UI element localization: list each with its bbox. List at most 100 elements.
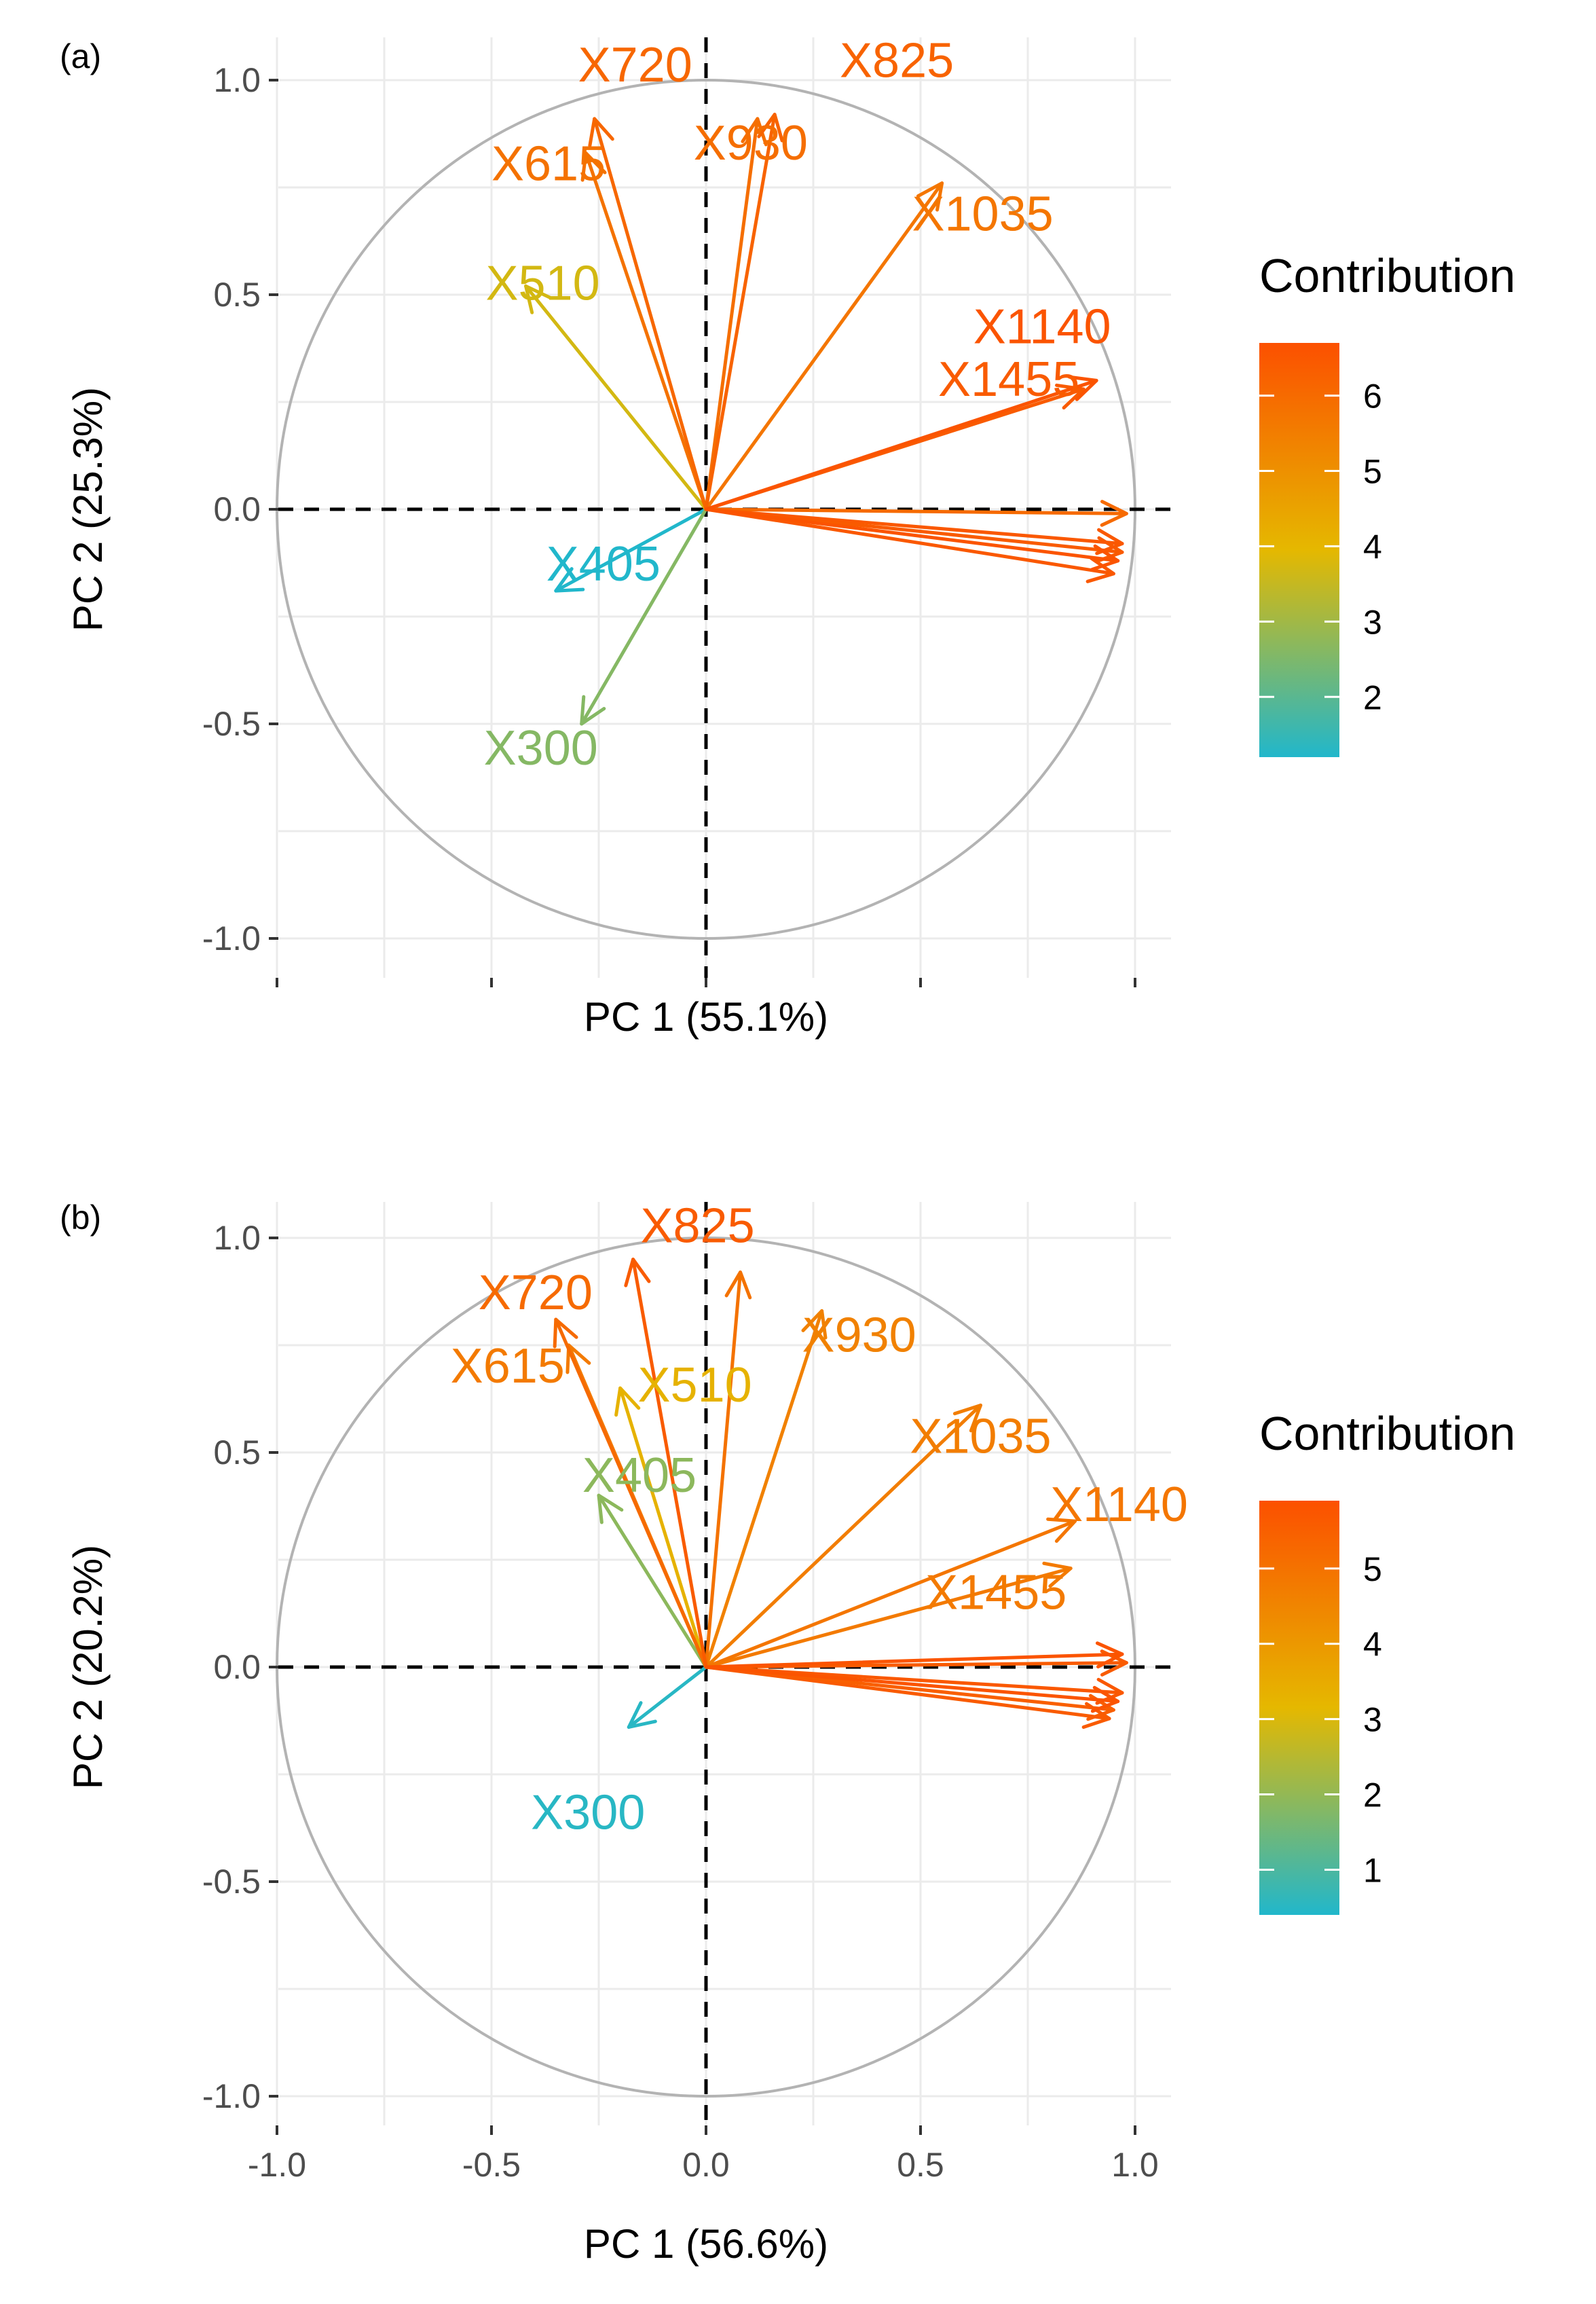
legend-tick-label: 4 (1363, 1626, 1382, 1664)
y-tick-label: 0.5 (213, 276, 261, 314)
arrow-shaft (584, 151, 708, 511)
arrow-X720 (588, 117, 708, 511)
arrow-shaft (704, 181, 944, 511)
legend-tick-label: 5 (1363, 1550, 1382, 1588)
variable-arrows (524, 113, 1128, 726)
legend-tick-label: 3 (1363, 603, 1382, 641)
y-tick-label: 0.0 (213, 1648, 261, 1686)
y-tick-label: -1.0 (202, 2077, 261, 2115)
arrow-head (624, 1258, 651, 1287)
arrow-X_arrow_825b (704, 1270, 752, 1669)
arrow-X720 (553, 1317, 708, 1669)
arrow-head (952, 1403, 982, 1433)
arrow-head (724, 1270, 752, 1300)
arrow-X510 (524, 284, 708, 511)
arrow-shaft (704, 507, 1124, 546)
arrow-shaft (618, 1386, 708, 1669)
variable-label-X1035: X1035 (910, 1409, 1051, 1463)
arrow-X930 (704, 1309, 828, 1669)
legend: Contribution 2 3 4 5 6 (1259, 249, 1515, 757)
variable-label-X405: X405 (546, 537, 661, 591)
variable-label-X825: X825 (640, 1199, 754, 1254)
arrow-X510 (614, 1386, 708, 1669)
variable-label-X405: X405 (582, 1448, 697, 1503)
arrow-shaft (704, 113, 777, 511)
arrow-shaft (704, 1519, 1077, 1669)
arrow-shaft (554, 1317, 708, 1669)
arrow-head (916, 181, 944, 212)
variable-label-X930: X930 (694, 116, 808, 170)
arrow-head (554, 567, 585, 593)
legend-tick-label: 5 (1363, 453, 1382, 491)
legend-tick-label: 2 (1363, 1776, 1382, 1814)
arrow-var_b1 (704, 1641, 1124, 1669)
x-tick-label: -1.0 (248, 2146, 306, 2184)
variable-arrows (553, 1258, 1128, 1729)
variable-label-X510: X510 (638, 1358, 752, 1412)
arrow-shaft (597, 1493, 708, 1669)
variable-labels: X825 X720 X930 X615 X510 X405 X1035 X1140 X1455 X… (451, 1199, 1188, 1840)
y-tick-label: -0.5 (202, 705, 261, 743)
arrow-shaft (704, 1652, 1124, 1669)
arrow-shaft (580, 507, 708, 726)
arrow-shaft (627, 1665, 708, 1729)
arrow-shaft (704, 507, 1128, 515)
arrow-shaft (704, 507, 1115, 576)
arrow-X405 (597, 1493, 708, 1669)
arrow-head (1055, 383, 1085, 410)
variable-label-X930: X930 (802, 1308, 916, 1362)
x-axis-title: PC 1 (55.1%) (584, 994, 828, 1040)
variable-label-X720: X720 (578, 38, 692, 92)
arrow-head (1095, 1641, 1124, 1669)
x-tick-label: 0.0 (682, 2146, 730, 2184)
arrow-X1035 (704, 1403, 982, 1669)
arrow-shaft (554, 507, 708, 593)
arrow-var_a2 (704, 507, 1124, 555)
variable-label-X1140: X1140 (1050, 1478, 1188, 1532)
arrow-head (1042, 1561, 1073, 1588)
arrow-X825 (704, 113, 784, 511)
arrow-head (580, 151, 607, 182)
variable-label-X615: X615 (451, 1339, 565, 1393)
variable-label-X1455: X1455 (938, 352, 1079, 407)
variable-label-X1035: X1035 (912, 187, 1053, 242)
arrow-X1035 (704, 181, 944, 511)
legend-tick-label: 3 (1363, 1701, 1382, 1739)
arrow-head (580, 695, 606, 726)
arrow-head (1100, 500, 1128, 527)
arrow-head (524, 284, 553, 314)
y-tick-label: 0.0 (213, 490, 261, 528)
arrow-head (553, 1317, 578, 1349)
legend-title: Contribution (1259, 249, 1515, 302)
arrow-shaft (704, 507, 1120, 563)
panel-0-group: -1.0 -0.5 0.0 0.5 1.0 PC 1 (55.1%) PC 2 (25.3%… (60, 34, 1515, 1040)
variable-label-X1455: X1455 (925, 1566, 1066, 1620)
variable-label-X300: X300 (531, 1785, 645, 1840)
legend-tick-label: 2 (1363, 678, 1382, 716)
arrow-shaft (631, 1258, 708, 1669)
legend-colorbar (1259, 1501, 1339, 1915)
arrow-var_a5 (704, 507, 1115, 583)
legend-colorbar (1259, 343, 1339, 757)
arrow-var_a4 (704, 507, 1120, 572)
arrow-X825 (624, 1258, 708, 1669)
arrow-X930 (704, 117, 768, 511)
panel-label: (b) (60, 1199, 101, 1237)
arrow-X615 (580, 151, 708, 511)
y-axis-title: PC 2 (25.3%) (65, 387, 111, 632)
arrow-head (1046, 1517, 1077, 1543)
panel-label: (a) (60, 37, 101, 75)
arrow-head (1067, 375, 1098, 401)
arrow-shaft (704, 1665, 1120, 1704)
arrow-shaft (704, 1665, 1111, 1721)
variable-label-X825: X825 (840, 34, 954, 88)
variable-label-X300: X300 (484, 721, 598, 775)
arrow-shaft (593, 117, 708, 511)
y-tick-label: 1.0 (213, 1219, 261, 1257)
y-tick-label: 0.5 (213, 1433, 261, 1471)
variable-label-X615: X615 (491, 136, 606, 191)
arrow-head (741, 117, 768, 147)
y-tick-label: -1.0 (202, 919, 261, 957)
arrow-shaft (704, 1309, 824, 1669)
